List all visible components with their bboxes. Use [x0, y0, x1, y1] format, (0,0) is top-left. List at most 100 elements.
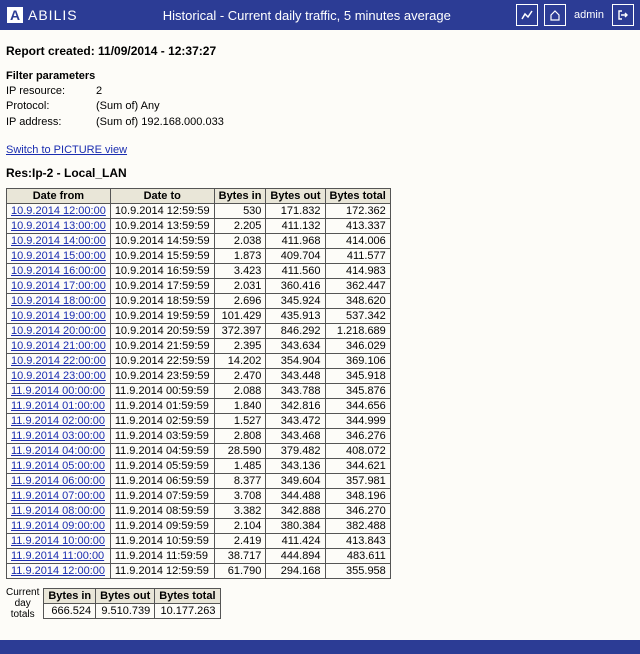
table-row: 10.9.2014 17:00:0010.9.2014 17:59:592.03…: [7, 279, 391, 294]
date-from-link[interactable]: 11.9.2014 04:00:00: [7, 444, 111, 459]
value-cell: 346.276: [325, 429, 390, 444]
value-cell: 1.527: [214, 414, 266, 429]
totals-label-l2: day: [15, 598, 31, 609]
value-cell: 409.704: [266, 249, 325, 264]
date-from-link[interactable]: 10.9.2014 22:00:00: [7, 354, 111, 369]
date-from-link[interactable]: 11.9.2014 06:00:00: [7, 474, 111, 489]
date-to-cell: 10.9.2014 15:59:59: [110, 249, 214, 264]
date-from-link[interactable]: 11.9.2014 09:00:00: [7, 519, 111, 534]
date-from-link[interactable]: 10.9.2014 18:00:00: [7, 294, 111, 309]
value-cell: 411.577: [325, 249, 390, 264]
value-cell: 8.377: [214, 474, 266, 489]
value-cell: 343.448: [266, 369, 325, 384]
value-cell: 414.983: [325, 264, 390, 279]
logo-icon: A: [6, 6, 24, 24]
value-cell: 2.205: [214, 219, 266, 234]
value-cell: 344.999: [325, 414, 390, 429]
value-cell: 346.270: [325, 504, 390, 519]
date-to-cell: 10.9.2014 19:59:59: [110, 309, 214, 324]
value-cell: 413.337: [325, 219, 390, 234]
date-from-link[interactable]: 11.9.2014 00:00:00: [7, 384, 111, 399]
date-to-cell: 11.9.2014 01:59:59: [110, 399, 214, 414]
date-to-cell: 11.9.2014 09:59:59: [110, 519, 214, 534]
value-cell: 530: [214, 204, 266, 219]
totals-label-l3: totals: [11, 609, 35, 620]
date-from-link[interactable]: 10.9.2014 19:00:00: [7, 309, 111, 324]
value-cell: 345.924: [266, 294, 325, 309]
report-created: Report created: 11/09/2014 - 12:37:27: [6, 44, 634, 58]
date-from-link[interactable]: 11.9.2014 05:00:00: [7, 459, 111, 474]
date-from-link[interactable]: 10.9.2014 21:00:00: [7, 339, 111, 354]
date-to-cell: 11.9.2014 10:59:59: [110, 534, 214, 549]
date-to-cell: 10.9.2014 21:59:59: [110, 339, 214, 354]
totals-label-l1: Current: [6, 587, 39, 598]
value-cell: 537.342: [325, 309, 390, 324]
totals-header: Bytes total: [155, 589, 220, 604]
value-cell: 435.913: [266, 309, 325, 324]
date-from-link[interactable]: 10.9.2014 16:00:00: [7, 264, 111, 279]
value-cell: 343.136: [266, 459, 325, 474]
value-cell: 1.873: [214, 249, 266, 264]
date-from-link[interactable]: 11.9.2014 02:00:00: [7, 414, 111, 429]
value-cell: 2.104: [214, 519, 266, 534]
value-cell: 171.832: [266, 204, 325, 219]
table-row: 10.9.2014 20:00:0010.9.2014 20:59:59372.…: [7, 324, 391, 339]
admin-label: admin: [574, 9, 604, 21]
date-from-link[interactable]: 10.9.2014 15:00:00: [7, 249, 111, 264]
table-row: 10.9.2014 13:00:0010.9.2014 13:59:592.20…: [7, 219, 391, 234]
value-cell: 294.168: [266, 564, 325, 579]
date-to-cell: 11.9.2014 03:59:59: [110, 429, 214, 444]
value-cell: 172.362: [325, 204, 390, 219]
date-from-link[interactable]: 11.9.2014 03:00:00: [7, 429, 111, 444]
table-row: 11.9.2014 02:00:0011.9.2014 02:59:591.52…: [7, 414, 391, 429]
date-from-link[interactable]: 11.9.2014 08:00:00: [7, 504, 111, 519]
date-to-cell: 11.9.2014 02:59:59: [110, 414, 214, 429]
value-cell: 355.958: [325, 564, 390, 579]
value-cell: 344.488: [266, 489, 325, 504]
date-from-link[interactable]: 11.9.2014 11:00:00: [7, 549, 111, 564]
value-cell: 349.604: [266, 474, 325, 489]
value-cell: 408.072: [325, 444, 390, 459]
header-icons: admin: [516, 4, 634, 26]
filter-label: IP resource:: [6, 84, 96, 99]
value-cell: 372.397: [214, 324, 266, 339]
date-from-link[interactable]: 11.9.2014 01:00:00: [7, 399, 111, 414]
value-cell: 343.472: [266, 414, 325, 429]
totals-header-row: Bytes inBytes outBytes total: [44, 589, 220, 604]
table-row: 11.9.2014 00:00:0011.9.2014 00:59:592.08…: [7, 384, 391, 399]
value-cell: 411.424: [266, 534, 325, 549]
date-from-link[interactable]: 11.9.2014 07:00:00: [7, 489, 111, 504]
value-cell: 382.488: [325, 519, 390, 534]
table-header: Date from: [7, 189, 111, 204]
logout-icon[interactable]: [612, 4, 634, 26]
switch-view-link[interactable]: Switch to PICTURE view: [6, 144, 127, 156]
table-body: 10.9.2014 12:00:0010.9.2014 12:59:595301…: [7, 204, 391, 579]
chart-icon[interactable]: [516, 4, 538, 26]
table-row: 11.9.2014 09:00:0011.9.2014 09:59:592.10…: [7, 519, 391, 534]
date-to-cell: 10.9.2014 18:59:59: [110, 294, 214, 309]
date-from-link[interactable]: 10.9.2014 13:00:00: [7, 219, 111, 234]
value-cell: 2.395: [214, 339, 266, 354]
date-to-cell: 11.9.2014 07:59:59: [110, 489, 214, 504]
value-cell: 3.382: [214, 504, 266, 519]
value-cell: 3.423: [214, 264, 266, 279]
table-row: 11.9.2014 11:00:0011.9.2014 11:59:5938.7…: [7, 549, 391, 564]
value-cell: 2.031: [214, 279, 266, 294]
home-icon[interactable]: [544, 4, 566, 26]
date-from-link[interactable]: 11.9.2014 12:00:00: [7, 564, 111, 579]
traffic-table: Date fromDate toBytes inBytes outBytes t…: [6, 188, 391, 579]
date-from-link[interactable]: 10.9.2014 12:00:00: [7, 204, 111, 219]
value-cell: 846.292: [266, 324, 325, 339]
date-to-cell: 10.9.2014 23:59:59: [110, 369, 214, 384]
table-row: 11.9.2014 05:00:0011.9.2014 05:59:591.48…: [7, 459, 391, 474]
table-row: 10.9.2014 21:00:0010.9.2014 21:59:592.39…: [7, 339, 391, 354]
value-cell: 61.790: [214, 564, 266, 579]
table-row: 11.9.2014 12:00:0011.9.2014 12:59:5961.7…: [7, 564, 391, 579]
value-cell: 1.218.689: [325, 324, 390, 339]
date-from-link[interactable]: 10.9.2014 20:00:00: [7, 324, 111, 339]
date-from-link[interactable]: 10.9.2014 23:00:00: [7, 369, 111, 384]
date-from-link[interactable]: 10.9.2014 14:00:00: [7, 234, 111, 249]
date-from-link[interactable]: 10.9.2014 17:00:00: [7, 279, 111, 294]
date-from-link[interactable]: 11.9.2014 10:00:00: [7, 534, 111, 549]
value-cell: 411.968: [266, 234, 325, 249]
